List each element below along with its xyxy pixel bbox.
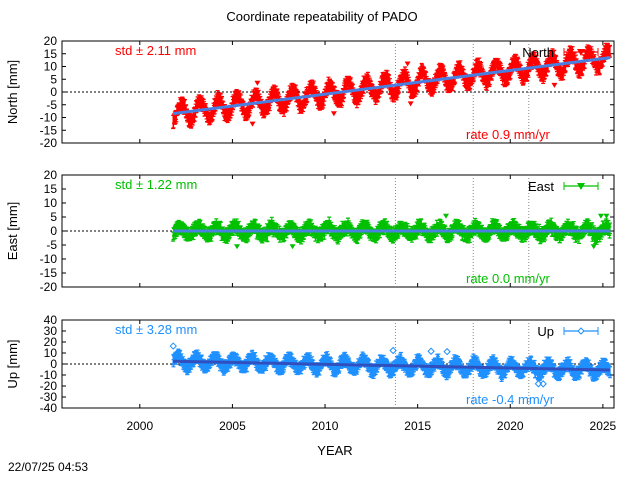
data-errorbars <box>171 42 612 130</box>
y-tick-label: 10 <box>44 196 58 210</box>
y-tick-label: 20 <box>44 168 58 182</box>
y-tick-label: 20 <box>44 335 58 349</box>
y-tick-label: -5 <box>46 98 57 112</box>
y-tick-label: -10 <box>40 252 58 266</box>
y-axis-label: East [mm] <box>5 202 20 261</box>
legend-up: Up <box>537 324 599 339</box>
y-tick-label: -20 <box>40 379 58 393</box>
y-tick-label: 15 <box>44 182 58 196</box>
timestamp: 22/07/25 04:53 <box>8 460 89 474</box>
y-tick-label: -5 <box>46 238 57 252</box>
y-tick-label: -10 <box>40 368 58 382</box>
rate-label: rate 0.0 mm/yr <box>466 271 550 286</box>
y-tick-label: -10 <box>40 111 58 125</box>
outlier-point <box>404 61 411 67</box>
x-tick-label: 2000 <box>126 419 153 433</box>
legend-label: Up <box>537 324 554 339</box>
x-tick-label: 2015 <box>404 419 431 433</box>
trend-line <box>172 56 611 116</box>
outlier-point <box>443 213 450 219</box>
series-north <box>171 42 612 130</box>
y-tick-label: 20 <box>44 34 58 48</box>
outlier-point <box>169 342 177 350</box>
y-tick-label: -20 <box>40 280 58 294</box>
outlier-point <box>597 213 604 219</box>
y-tick-label: 0 <box>50 357 57 371</box>
outlier-point <box>551 82 558 88</box>
legend-north: North <box>522 45 599 60</box>
chart-title: Coordinate repeatability of PADO <box>226 9 417 24</box>
outlier-point <box>590 244 597 250</box>
outlier-point <box>407 101 414 107</box>
x-tick-label: 2025 <box>590 419 617 433</box>
y-tick-label: 30 <box>44 324 58 338</box>
trend-line <box>173 359 611 372</box>
legend-marker <box>577 327 585 335</box>
legend-marker <box>577 49 585 56</box>
legend-marker <box>577 183 585 190</box>
legend-label: East <box>528 179 554 194</box>
y-tick-label: 40 <box>44 313 58 327</box>
outlier-point <box>249 121 256 127</box>
legend-east: East <box>528 179 599 194</box>
outlier-point <box>389 346 397 355</box>
outlier-point <box>289 244 296 250</box>
y-axis-label: Up [mm] <box>5 339 20 388</box>
std-label: std ± 1.22 mm <box>115 177 197 192</box>
y-axis-label: North [mm] <box>5 60 20 124</box>
outlier-point <box>234 244 241 250</box>
x-axis-label: YEAR <box>317 443 352 458</box>
y-tick-label: 10 <box>44 346 58 360</box>
y-tick-label: -20 <box>40 136 58 150</box>
outlier-point <box>603 213 610 219</box>
x-tick-label: 2005 <box>219 419 246 433</box>
legend-label: North <box>522 45 554 60</box>
rate-label: rate -0.4 mm/yr <box>466 392 555 407</box>
y-tick-label: 5 <box>50 210 57 224</box>
y-tick-label: 5 <box>50 72 57 86</box>
y-tick-label: 0 <box>50 85 57 99</box>
std-label: std ± 3.28 mm <box>115 322 197 337</box>
y-tick-label: -15 <box>40 266 58 280</box>
y-tick-label: 15 <box>44 47 58 61</box>
outlier-point <box>427 347 435 355</box>
std-label: std ± 2.11 mm <box>115 43 196 58</box>
outlier-point <box>330 111 337 117</box>
outlier-point <box>539 380 547 388</box>
y-tick-label: -40 <box>40 401 58 415</box>
outlier-point <box>443 347 451 356</box>
x-tick-label: 2020 <box>497 419 524 433</box>
y-tick-label: 10 <box>44 60 58 74</box>
x-tick-label: 2010 <box>312 419 339 433</box>
y-tick-label: -30 <box>40 390 58 404</box>
y-tick-label: -15 <box>40 123 58 137</box>
y-tick-label: 0 <box>50 224 57 238</box>
outlier-point <box>254 80 261 86</box>
rate-label: rate 0.9 mm/yr <box>466 127 550 142</box>
outlier-point <box>534 380 543 388</box>
